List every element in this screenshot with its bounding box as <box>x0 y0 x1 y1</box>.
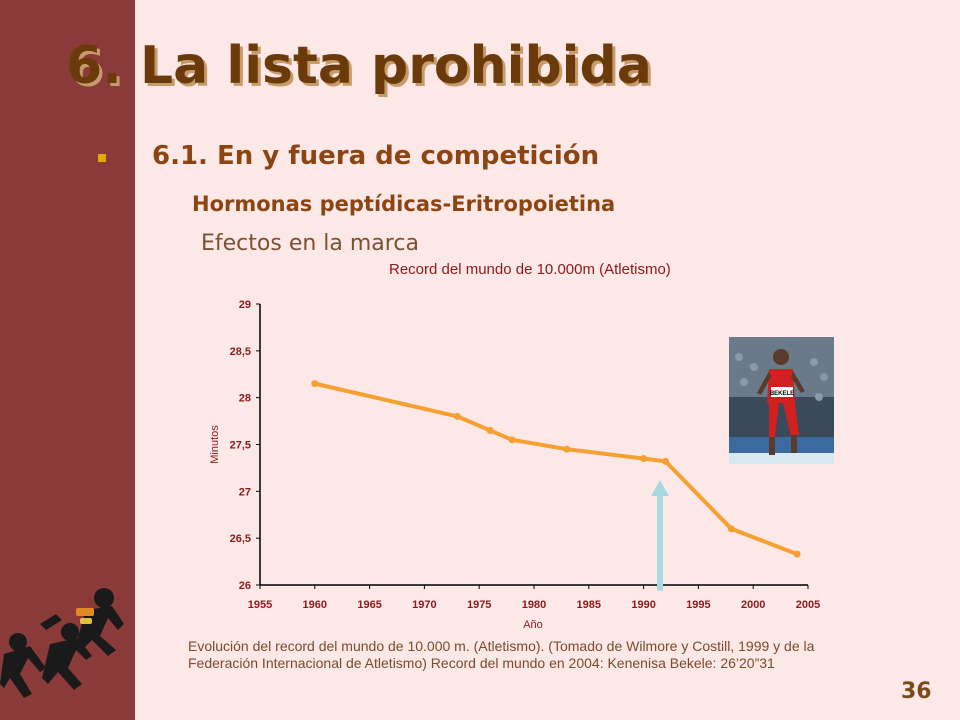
data-point <box>640 455 648 463</box>
subsubtitle: Hormonas peptídicas-Eritropoietina <box>192 192 616 216</box>
athlete-photo: BEKELE <box>729 337 834 464</box>
square-bullet <box>98 154 106 162</box>
page-title: 6. La lista prohibida <box>66 36 652 96</box>
y-axis-label: Minutos <box>209 425 221 464</box>
y-tick-label: 29 <box>239 299 251 311</box>
data-point <box>662 457 670 465</box>
x-tick-label: 1975 <box>467 599 491 611</box>
up-arrow-head <box>651 480 670 497</box>
chart-caption: Evolución del record del mundo de 10.000… <box>188 638 815 671</box>
section-heading: Efectos en la marca <box>201 231 419 256</box>
data-point <box>727 525 735 533</box>
y-tick-label: 28,5 <box>230 346 251 358</box>
x-tick-label: 1955 <box>248 599 272 611</box>
chart-title: Record del mundo de 10.000m (Atletismo) <box>389 261 671 278</box>
x-tick-label: 2005 <box>796 599 820 611</box>
athletes-logo <box>0 588 124 698</box>
x-tick-label: 1970 <box>412 599 436 611</box>
data-point <box>793 550 801 558</box>
page-number: 36 <box>901 679 932 704</box>
x-axis-label: Año <box>523 619 543 631</box>
y-tick-label: 28 <box>239 393 251 405</box>
data-point <box>311 380 319 388</box>
y-tick-label: 27 <box>239 486 251 498</box>
subtitle: 6.1. En y fuera de competición <box>152 141 600 171</box>
data-point <box>453 412 461 420</box>
y-tick-label: 27,5 <box>230 440 251 452</box>
data-point <box>508 436 516 444</box>
x-tick-label: 1980 <box>522 599 546 611</box>
bib-text: BEKELE <box>770 391 794 397</box>
x-tick-label: 1990 <box>631 599 655 611</box>
x-tick-label: 1985 <box>577 599 601 611</box>
data-point <box>563 445 571 453</box>
series-line <box>314 381 798 556</box>
y-tick-label: 26,5 <box>230 533 251 545</box>
x-tick-label: 1960 <box>303 599 327 611</box>
y-tick-label: 26 <box>239 580 251 592</box>
x-tick-label: 1965 <box>357 599 381 611</box>
x-tick-label: 1995 <box>686 599 710 611</box>
data-point <box>486 426 494 434</box>
x-tick-label: 2000 <box>741 599 765 611</box>
